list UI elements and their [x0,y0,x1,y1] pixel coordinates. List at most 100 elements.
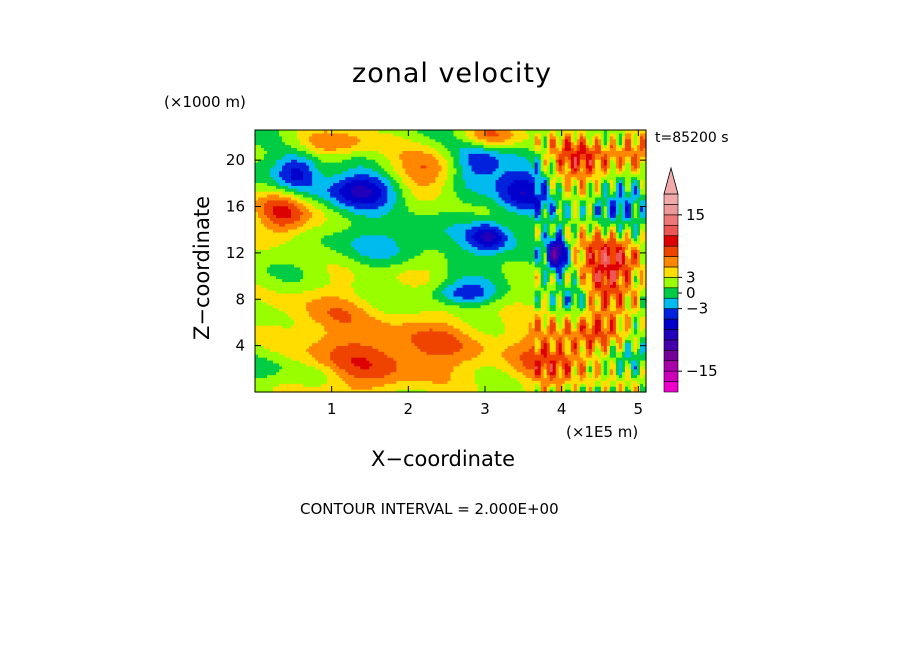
heatmap-cell [297,132,301,137]
heatmap-cell [417,269,422,274]
heatmap-cell [297,371,301,376]
heatmap-cell [261,284,265,288]
heatmap-cell [408,226,412,230]
heatmap-cell [315,304,319,309]
heatmap-cell [369,240,373,245]
heatmap-cell [378,263,382,268]
heatmap-cell [303,141,307,146]
heatmap-cell [300,330,304,335]
heatmap-cell [345,275,349,280]
heatmap-cell [261,147,265,151]
heatmap-cell [390,211,394,216]
heatmap-cell [417,380,422,384]
heatmap-cell [387,316,391,320]
heatmap-cell [303,159,307,163]
heatmap-cell [276,290,280,294]
heatmap-cell [396,319,400,323]
heatmap-cell [315,199,319,204]
heatmap-cell [315,176,319,181]
heatmap-cell [327,377,331,381]
heatmap-cell [306,243,310,248]
heatmap-cell [387,348,391,352]
heatmap-cell [273,141,277,146]
heatmap-cell [399,167,403,172]
heatmap-cell [414,202,419,207]
heatmap-cell [315,357,319,361]
heatmap-cell [411,261,416,265]
heatmap-cell [402,278,406,282]
heatmap-cell [405,258,409,262]
heatmap-cell [303,284,307,288]
heatmap-cell [303,205,307,210]
heatmap-cell [387,249,391,253]
heatmap-cell [324,310,328,314]
heatmap-cell [372,179,376,183]
heatmap-cell [267,132,271,137]
heatmap-cell [363,196,367,201]
heatmap-cell [420,333,425,338]
heatmap-cell [402,365,406,370]
heatmap-cell [372,307,376,312]
heatmap-cell [267,275,271,280]
heatmap-cell [261,179,265,183]
heatmap-cell [336,255,340,259]
heatmap-cell [420,348,425,352]
heatmap-cell [261,252,265,256]
heatmap-cell [402,208,406,213]
heatmap-cell [309,147,313,151]
heatmap-cell [387,278,391,282]
heatmap-cell [291,316,295,320]
heatmap-cell [348,162,352,166]
heatmap-cell [375,226,379,230]
heatmap-cell [312,138,316,143]
heatmap-cell [324,237,328,242]
heatmap-cell [393,199,397,204]
heatmap-cell [297,345,301,349]
heatmap-cell [285,130,289,134]
heatmap-cell [354,310,358,314]
heatmap-cell [351,144,355,149]
heatmap-cell [300,226,304,230]
heatmap-cell [315,173,319,178]
heatmap-cell [372,202,376,207]
heatmap-cell [270,228,274,233]
heatmap-cell [306,316,310,320]
heatmap-cell [342,173,346,178]
heatmap-cell [315,266,319,271]
heatmap-cell [309,150,313,154]
heatmap-cell [372,208,376,213]
heatmap-cell [363,223,367,227]
heatmap-cell [264,310,268,314]
heatmap-cell [264,135,268,140]
heatmap-cell [384,266,388,271]
heatmap-cell [300,153,304,157]
heatmap-cell [351,386,355,390]
heatmap-cell [372,327,376,332]
heatmap-cell [324,150,328,154]
heatmap-cell [372,141,376,146]
heatmap-cell [267,345,271,349]
heatmap-cell [351,252,355,256]
heatmap-cell [273,234,277,239]
heatmap-cell [333,191,337,195]
heatmap-cell [321,357,325,361]
heatmap-cell [405,325,409,329]
heatmap-cell [366,150,370,154]
heatmap-cell [288,179,292,183]
heatmap-cell [267,162,271,166]
heatmap-cell [399,269,403,274]
heatmap-cell [285,170,289,175]
heatmap-cell [315,386,319,390]
heatmap-cell [333,330,337,335]
heatmap-cell [294,298,298,303]
heatmap-cell [315,223,319,227]
heatmap-cell [273,130,277,134]
heatmap-cell [318,211,322,216]
heatmap-cell [384,185,388,189]
heatmap-cell [375,223,379,227]
heatmap-cell [318,342,322,347]
heatmap-cell [339,359,343,364]
heatmap-cell [357,249,361,253]
heatmap-cell [273,243,277,248]
heatmap-cell [360,278,364,282]
